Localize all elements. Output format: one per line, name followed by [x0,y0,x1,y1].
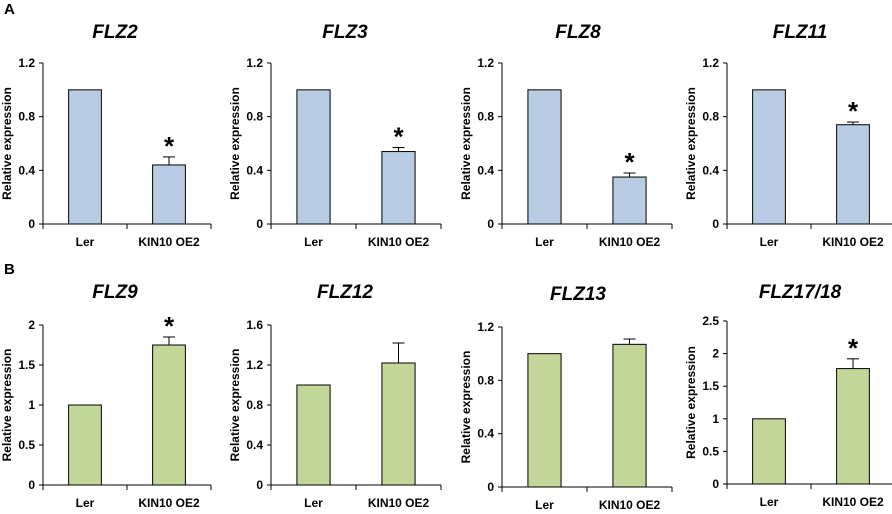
y-tick-label: 1.2 [702,56,719,70]
bar [381,151,416,225]
y-tick-label: 1.5 [702,379,719,393]
category-label: Ler [304,235,323,249]
y-tick-label: 1.2 [18,56,35,70]
y-tick-label: 0.5 [702,444,719,458]
y-tick-label: 0.4 [246,163,263,177]
chart-title: FLZ9 [92,282,138,303]
y-tick-label: 0 [487,480,494,494]
category-label: KIN10 OE2 [138,235,200,249]
chart-title: FLZ3 [322,22,368,43]
y-axis-label: Relative expression [0,87,14,200]
bar [152,164,186,225]
y-axis-label: Relative expression [228,349,242,462]
category-label: Ler [76,496,95,510]
category-label: Ler [535,498,554,512]
bar [752,89,786,225]
category-label: KIN10 OE2 [822,495,884,509]
y-tick-label: 0 [28,478,35,492]
y-tick-label: 1.6 [246,318,263,332]
chart-title: FLZ17/18 [759,282,842,303]
y-tick-label: 0 [487,217,494,231]
category-label: KIN10 OE2 [599,235,661,249]
y-axis-label: Relative expression [684,87,698,200]
chart-title: FLZ12 [317,282,373,303]
y-tick-label: 2.5 [702,314,719,328]
category-label: Ler [304,496,323,510]
significance-asterisk: * [393,122,404,152]
y-tick-label: 1 [712,412,719,426]
bar [836,368,870,485]
significance-asterisk: * [164,311,175,341]
bar [296,384,331,486]
y-tick-label: 0.4 [18,163,35,177]
y-tick-label: 1.2 [477,320,494,334]
chart-title: FLZ8 [555,22,601,43]
y-axis-label: Relative expression [0,349,14,462]
y-tick-label: 0 [256,478,263,492]
significance-asterisk: * [164,131,175,161]
y-tick-label: 2 [712,347,719,361]
panel-label-b: B [4,261,15,278]
y-tick-label: 0 [712,217,719,231]
significance-asterisk: * [848,96,859,126]
bar [527,89,562,225]
category-label: KIN10 OE2 [368,235,430,249]
y-tick-label: 0 [256,217,263,231]
y-tick-label: 0.8 [18,110,35,124]
y-axis-label: Relative expression [459,351,473,464]
chart-title: FLZ11 [773,22,828,43]
y-tick-label: 1.2 [246,56,263,70]
bar [68,89,102,225]
bar [612,176,647,225]
category-label: Ler [760,495,779,509]
category-label: KIN10 OE2 [599,498,661,512]
bar [296,89,331,225]
significance-asterisk: * [624,147,635,177]
y-tick-label: 0.4 [477,427,494,441]
bar [527,353,562,488]
bar [381,362,416,486]
bar [152,344,186,486]
y-tick-label: 0 [28,217,35,231]
y-tick-label: 0.8 [477,373,494,387]
y-tick-label: 0.8 [477,110,494,124]
y-axis-label: Relative expression [459,87,473,200]
y-axis-label: Relative expression [684,346,698,459]
bar [752,418,786,485]
y-tick-label: 0.4 [702,163,719,177]
bar [836,124,870,225]
y-tick-label: 1.5 [18,358,35,372]
category-label: Ler [535,235,554,249]
y-tick-label: 1.2 [477,56,494,70]
chart-title: FLZ13 [550,284,606,305]
y-tick-label: 0.5 [18,438,35,452]
significance-asterisk: * [848,333,859,363]
y-tick-label: 2 [28,318,35,332]
y-tick-label: 0.8 [246,398,263,412]
bar [612,343,647,488]
y-tick-label: 1.2 [246,358,263,372]
category-label: KIN10 OE2 [368,496,430,510]
chart-title: FLZ2 [92,22,138,43]
category-label: KIN10 OE2 [138,496,200,510]
category-label: KIN10 OE2 [822,235,884,249]
category-label: Ler [760,235,779,249]
charts-container: FLZ2 0 0.4 0.8 1.2 Relative expression Ler * KIN… [0,22,892,512]
y-tick-label: 0.8 [702,110,719,124]
y-tick-label: 0.4 [246,438,263,452]
y-tick-label: 0.4 [477,163,494,177]
y-axis-label: Relative expression [228,87,242,200]
y-tick-label: 0.8 [246,110,263,124]
bar [68,404,102,486]
y-tick-label: 1 [28,398,35,412]
panel-label-a: A [4,1,15,18]
category-label: Ler [76,235,95,249]
y-tick-label: 0 [712,477,719,491]
